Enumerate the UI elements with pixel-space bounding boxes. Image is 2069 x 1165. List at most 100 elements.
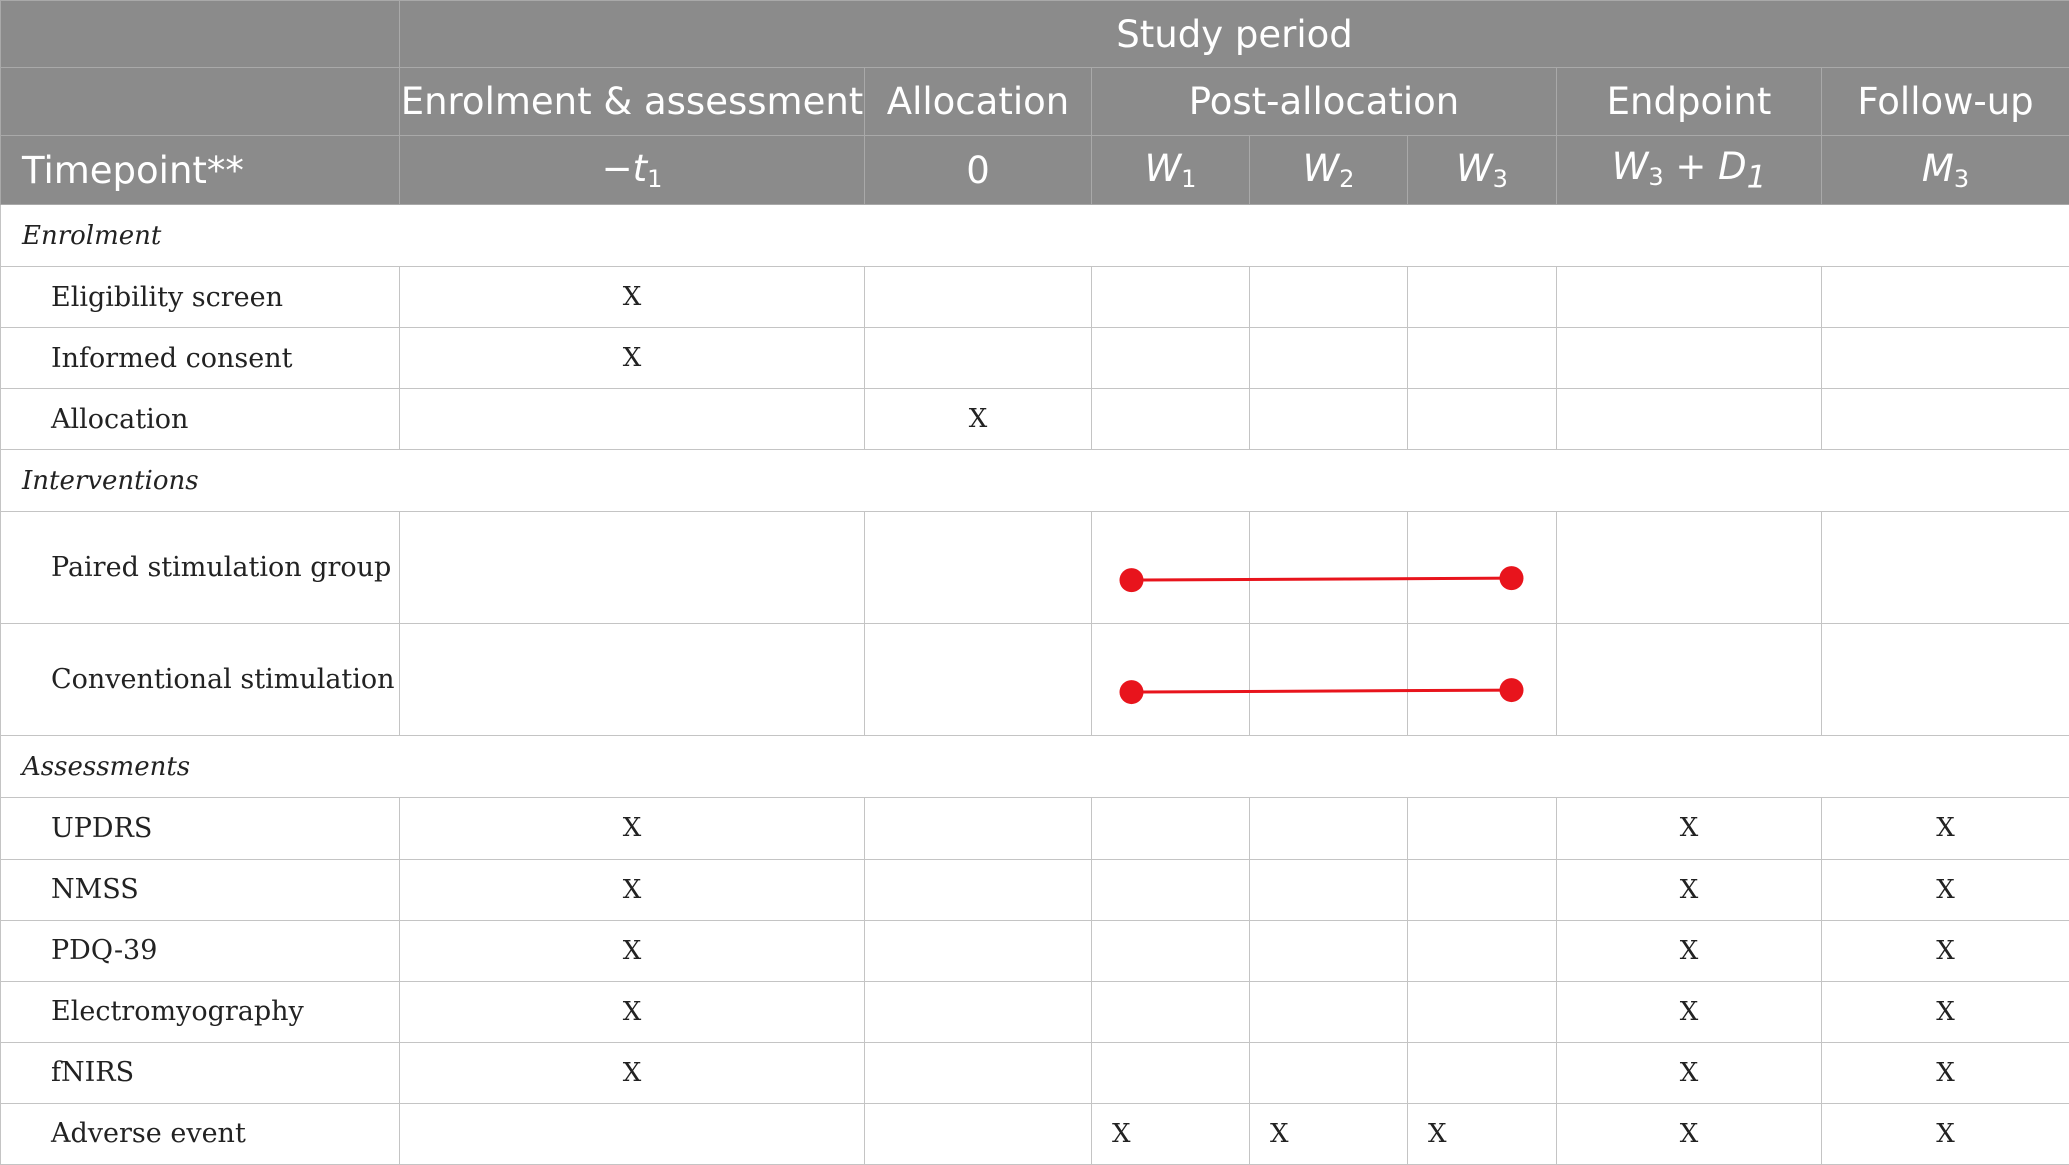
- row-label: Informed consent: [0, 327, 400, 390]
- schedule-cell: [1407, 1041, 1557, 1104]
- section-heading-interventions: Interventions: [0, 449, 2069, 513]
- schedule-cell: [1091, 266, 1250, 329]
- schedule-cell: [1091, 919, 1250, 982]
- intervention-row: Paired stimulation group: [0, 511, 2069, 625]
- schedule-cell: [864, 1041, 1092, 1104]
- schedule-cell: [1091, 797, 1250, 860]
- schedule-cell: [1821, 327, 2069, 390]
- schedule-cell: [1556, 266, 1822, 329]
- intervention-label: Conventional stimulation group: [0, 623, 400, 737]
- schedule-cell: X: [1821, 1102, 2069, 1165]
- row-label: Adverse event: [0, 1102, 400, 1165]
- schedule-cell: X: [1407, 1102, 1557, 1165]
- phase-endpoint: Endpoint: [1556, 67, 1822, 136]
- schedule-cell: X: [1821, 1041, 2069, 1104]
- schedule-cell: X: [399, 266, 865, 329]
- schedule-cell: [1407, 266, 1557, 329]
- phase-allocation: Allocation: [864, 67, 1092, 136]
- schedule-cell: [1091, 858, 1250, 921]
- timepoint-main: W2: [1302, 147, 1355, 193]
- row-label: Electromyography: [0, 980, 400, 1043]
- schedule-cell: [1556, 388, 1822, 451]
- schedule-cell: [1821, 266, 2069, 329]
- timepoint-subscript: 1: [647, 165, 663, 193]
- schedule-cell: [1249, 511, 1408, 625]
- timepoint-subscript: 3: [1953, 165, 1970, 193]
- schedule-cell: [1556, 511, 1822, 625]
- schedule-cell: [1821, 511, 2069, 625]
- table-row: UPDRS X X X: [0, 797, 2069, 860]
- schedule-cell: X: [399, 1041, 865, 1104]
- row-label: NMSS: [0, 858, 400, 921]
- schedule-cell: X: [1821, 858, 2069, 921]
- schedule-cell: X: [399, 980, 865, 1043]
- schedule-cell: [1091, 980, 1250, 1043]
- schedule-cell: [864, 511, 1092, 625]
- table-row: NMSS X X X: [0, 858, 2069, 921]
- timepoint-2: W1: [1091, 135, 1250, 205]
- schedule-cell: X: [399, 797, 865, 860]
- timepoint-0: −t1: [399, 135, 865, 205]
- timepoint-5: W3 + D1: [1556, 135, 1822, 205]
- schedule-cell: [1249, 623, 1408, 737]
- row-label: Allocation: [0, 388, 400, 451]
- schedule-cell: [1091, 623, 1250, 737]
- table-row: Allocation X: [0, 388, 2069, 451]
- timepoint-main: M3: [1921, 147, 1970, 193]
- schedule-cell: [1091, 511, 1250, 625]
- schedule-cell: X: [1249, 1102, 1408, 1165]
- timepoint-3: W2: [1249, 135, 1408, 205]
- timepoint-main: W1: [1144, 147, 1197, 193]
- timepoint-4: W3: [1407, 135, 1557, 205]
- schedule-cell: [864, 980, 1092, 1043]
- schedule-cell: X: [1556, 797, 1822, 860]
- row-label: UPDRS: [0, 797, 400, 860]
- schedule-cell: [1556, 623, 1822, 737]
- schedule-cell: X: [1556, 858, 1822, 921]
- schedule-cell: X: [864, 388, 1092, 451]
- table-row: Adverse event X X X X X: [0, 1102, 2069, 1165]
- schedule-cell: X: [399, 858, 865, 921]
- schedule-cell: [864, 797, 1092, 860]
- schedule-cell: [1407, 858, 1557, 921]
- row-label: fNIRS: [0, 1041, 400, 1104]
- schedule-cell: [1091, 1041, 1250, 1104]
- intervention-row: Conventional stimulation group: [0, 623, 2069, 737]
- timepoint-subscript: 2: [1339, 165, 1355, 193]
- section-heading-assessments: Assessments: [0, 735, 2069, 799]
- schedule-cell: [1407, 388, 1557, 451]
- section-row-enrolment: Enrolment: [0, 203, 2069, 268]
- header-corner: [0, 0, 400, 68]
- schedule-cell: [1091, 388, 1250, 451]
- row-label: PDQ-39: [0, 919, 400, 982]
- intervention-label: Paired stimulation group: [0, 511, 400, 625]
- table-row: Informed consent X: [0, 327, 2069, 390]
- schedule-cell: [1407, 797, 1557, 860]
- timepoint-subscript: 3: [1492, 165, 1508, 193]
- schedule-cell: X: [399, 327, 865, 390]
- schedule-cell: [1091, 327, 1250, 390]
- schedule-cell: X: [1556, 1041, 1822, 1104]
- schedule-cell: [1249, 919, 1408, 982]
- schedule-cell: [1249, 327, 1408, 390]
- schedule-cell: [864, 919, 1092, 982]
- section-heading-enrolment: Enrolment: [0, 203, 2069, 268]
- timepoint-main: W3: [1611, 144, 1664, 191]
- schedule-cell: X: [1091, 1102, 1250, 1165]
- schedule-cell: [399, 623, 865, 737]
- schedule-cell: [1249, 266, 1408, 329]
- schedule-cell: X: [1821, 919, 2069, 982]
- schedule-cell: [864, 858, 1092, 921]
- schedule-cell: [1249, 1041, 1408, 1104]
- schedule-cell: [1407, 511, 1557, 625]
- timepoint-suffix-subscript: 1: [1746, 159, 1767, 196]
- schedule-cell: [1821, 623, 2069, 737]
- table-row: PDQ-39 X X X: [0, 919, 2069, 982]
- schedule-cell: [1556, 327, 1822, 390]
- schedule-cell: [399, 1102, 865, 1165]
- timepoint-main: W3: [1456, 147, 1508, 193]
- section-row-assessments: Assessments: [0, 735, 2069, 799]
- header-corner-lower: [0, 67, 400, 136]
- phase-enrolment-assessment: Enrolment & assessment: [399, 67, 865, 136]
